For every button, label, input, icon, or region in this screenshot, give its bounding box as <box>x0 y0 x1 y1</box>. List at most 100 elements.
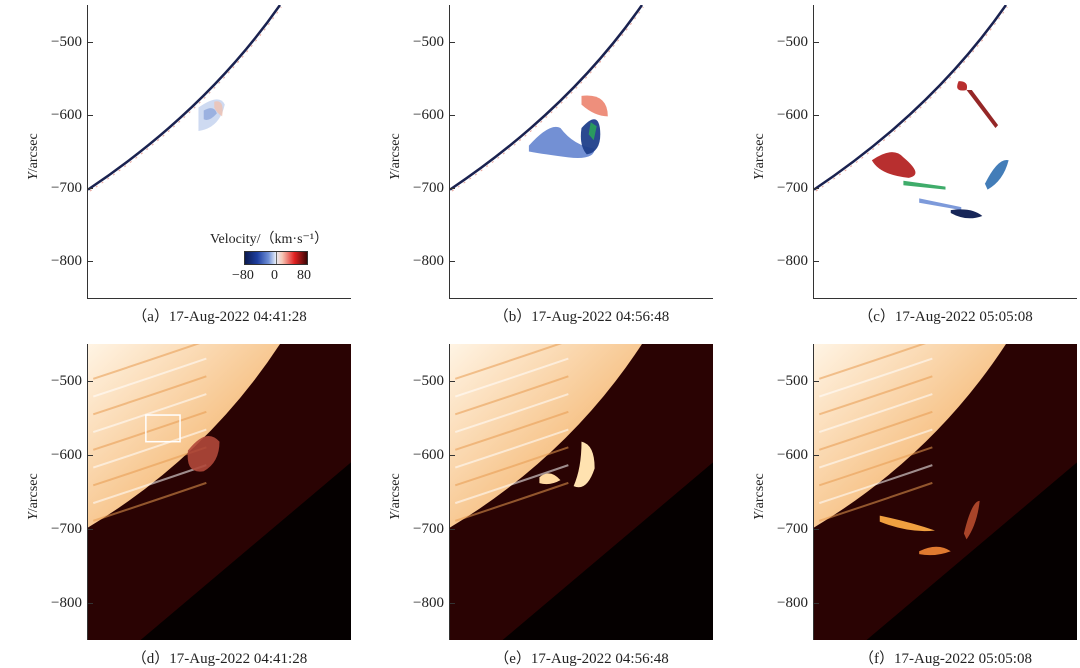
colorbar-mid-label: 0 <box>271 268 278 283</box>
y-axis-label: Y/arcsec <box>26 473 42 520</box>
y-tick <box>814 261 819 262</box>
panel-caption: （d）17-Aug-2022 04:41:28 <box>131 651 308 667</box>
chromosphere-texture <box>92 428 207 469</box>
plot-area-a <box>88 5 351 298</box>
chromosphere-texture <box>454 481 569 522</box>
y-tick-label: −500 <box>777 34 808 50</box>
y-tick-label: −500 <box>51 373 82 389</box>
y-axis-label: Y/arcsec <box>752 473 768 520</box>
y-tick <box>88 603 93 604</box>
dark-blueshift <box>950 209 983 219</box>
chromosphere-texture <box>454 375 569 416</box>
h-alpha-image-d <box>88 344 351 640</box>
chromosphere-texture <box>454 357 569 398</box>
y-axis-label: Y/arcsec <box>388 133 404 180</box>
colorbar-max-label: 80 <box>297 268 311 283</box>
y-axis-line <box>813 5 814 298</box>
panel-caption: （a）17-Aug-2022 04:41:28 <box>132 309 307 325</box>
chromosphere-texture <box>92 357 207 398</box>
chromosphere-texture <box>92 410 207 451</box>
solar-limb <box>814 5 1008 191</box>
panel-caption: （e）17-Aug-2022 04:56:48 <box>494 651 669 667</box>
eruption-strand <box>919 546 951 556</box>
y-tick-label: −600 <box>51 107 82 123</box>
y-axis-label-unit: /arcsec <box>388 133 403 173</box>
h-alpha-image-e <box>450 344 713 640</box>
solar-disk <box>88 344 280 528</box>
chromosphere-texture <box>818 428 933 469</box>
y-tick <box>814 42 819 43</box>
colorbar-title: Velocity/（km·s⁻¹） <box>210 232 329 247</box>
plot-area-b <box>450 5 713 298</box>
y-tick-label: −700 <box>51 180 82 196</box>
y-tick <box>450 261 455 262</box>
y-axis-label-variable: Y <box>752 512 767 520</box>
solar-limb <box>450 5 644 191</box>
y-tick-label: −700 <box>413 180 444 196</box>
y-axis-line <box>87 5 88 298</box>
chromosphere-texture <box>454 344 563 380</box>
prominence <box>187 435 220 472</box>
x-axis-line <box>449 298 713 299</box>
y-tick <box>450 455 455 456</box>
y-tick <box>450 42 455 43</box>
y-tick-label: −800 <box>777 595 808 611</box>
y-tick <box>450 115 455 116</box>
flare-loop <box>573 441 595 488</box>
y-axis-label-unit: /arcsec <box>26 473 41 513</box>
blue-strand <box>919 198 962 211</box>
limb-speckle <box>815 6 1008 192</box>
y-tick <box>450 603 455 604</box>
chromosphere-texture <box>92 344 201 380</box>
y-tick <box>88 261 93 262</box>
y-tick-label: −500 <box>413 34 444 50</box>
colorbar-zero-marker <box>276 252 277 264</box>
redshift-blob <box>957 81 968 91</box>
y-tick-label: −700 <box>51 521 82 537</box>
blueshift-patch <box>203 108 217 121</box>
chromosphere-texture <box>818 481 933 522</box>
chromosphere-texture <box>454 446 569 487</box>
y-tick <box>450 529 455 530</box>
y-tick-label: −600 <box>413 107 444 123</box>
colorbar <box>244 251 308 265</box>
y-tick <box>88 42 93 43</box>
y-tick <box>814 529 819 530</box>
y-tick-label: −800 <box>413 595 444 611</box>
blueshift-region <box>528 126 595 158</box>
y-tick-label: −500 <box>413 373 444 389</box>
panel-caption: （c）17-Aug-2022 05:05:08 <box>858 309 1033 325</box>
region-of-interest-box <box>145 414 181 443</box>
flare-ribbon <box>539 473 561 485</box>
chromosphere-texture <box>454 428 569 469</box>
redshift-patch <box>214 101 223 117</box>
chromosphere-texture <box>818 464 933 505</box>
y-tick <box>814 603 819 604</box>
y-axis-label-variable: Y <box>752 172 767 180</box>
panel-caption: （f）17-Aug-2022 05:05:08 <box>859 651 1032 667</box>
y-tick <box>450 188 455 189</box>
y-tick-label: −800 <box>413 253 444 269</box>
y-tick-label: −600 <box>413 447 444 463</box>
y-axis-label: Y/arcsec <box>752 133 768 180</box>
y-axis-label-unit: /arcsec <box>752 133 767 173</box>
red-strand <box>966 89 999 129</box>
y-tick <box>814 381 819 382</box>
y-axis-label: Y/arcsec <box>388 473 404 520</box>
doppler-map-c <box>814 5 1009 219</box>
h-alpha-image-f <box>814 344 1077 640</box>
y-axis-label-unit: /arcsec <box>26 133 41 173</box>
y-axis-label-unit: /arcsec <box>752 473 767 513</box>
y-axis-line <box>813 344 814 640</box>
y-axis-line <box>87 344 88 640</box>
limb-speckle <box>89 6 282 192</box>
chromosphere-texture <box>92 481 207 522</box>
y-tick <box>88 455 93 456</box>
solar-disk <box>814 344 1006 528</box>
x-axis-line <box>87 298 351 299</box>
y-tick <box>450 381 455 382</box>
y-tick-label: −700 <box>777 180 808 196</box>
y-tick-label: −500 <box>51 34 82 50</box>
plot-area-d <box>88 344 351 640</box>
y-tick-label: −600 <box>777 107 808 123</box>
